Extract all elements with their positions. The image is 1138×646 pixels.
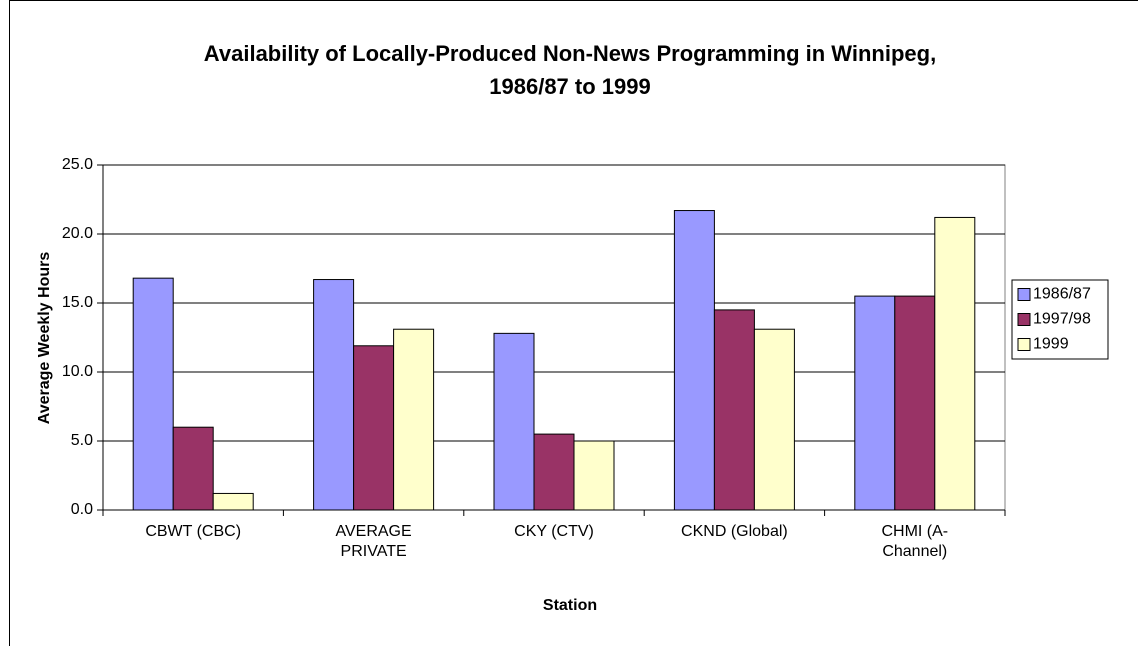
y-tick-label: 20.0 [62,225,93,242]
y-tick-label: 5.0 [71,432,93,449]
bar [212,492,254,511]
bar [533,433,575,511]
bar [172,426,214,511]
bar [493,332,535,511]
x-tick-label: CKND (Global) [681,523,788,540]
bar [393,328,435,511]
chart-frame [9,0,1138,646]
y-axis-label: Average Weekly Hours [36,252,53,425]
bar [713,309,755,511]
bar [353,345,395,511]
chart-title: Availability of Locally-Produced Non-New… [203,41,937,99]
legend-swatch [1017,338,1031,351]
bar [854,295,896,511]
legend-swatch [1017,288,1031,301]
x-tick-label: CBWT (CBC) [145,523,242,540]
bar [313,279,355,511]
legend-label: 1997/98 [1033,311,1091,328]
x-tick-label: AVERAGE PRIVATE [335,523,412,560]
y-tick-label: 0.0 [71,501,93,518]
bar [753,328,795,511]
bar [894,295,936,511]
bar [132,277,174,511]
bar [673,210,715,511]
x-tick-label: CHMI (A-Channel) [881,523,949,560]
bar [934,216,976,511]
y-tick-label: 25.0 [62,156,93,173]
bar [573,440,615,511]
x-axis-label: Station [543,597,597,614]
legend-label: 1999 [1033,336,1069,353]
legend-label: 1986/87 [1033,286,1091,303]
y-tick-label: 15.0 [62,294,93,311]
y-tick-label: 10.0 [62,363,93,380]
x-tick-label: CKY (CTV) [514,523,594,540]
legend-swatch [1017,313,1031,326]
